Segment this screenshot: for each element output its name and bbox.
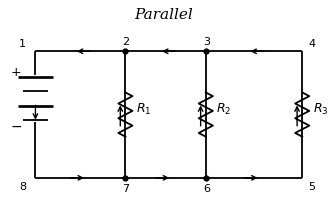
Text: $R_1$: $R_1$	[136, 101, 152, 116]
Text: $R_3$: $R_3$	[313, 101, 328, 116]
Text: +: +	[11, 65, 21, 79]
Text: 3: 3	[203, 37, 210, 47]
Text: 6: 6	[203, 183, 210, 193]
Text: $R_2$: $R_2$	[216, 101, 232, 116]
Text: 5: 5	[308, 181, 315, 191]
Text: Parallel: Parallel	[134, 8, 194, 22]
Text: 1: 1	[19, 39, 26, 49]
Text: 7: 7	[122, 183, 130, 193]
Text: −: −	[10, 119, 22, 133]
Text: 8: 8	[19, 181, 26, 191]
Text: 2: 2	[122, 37, 130, 47]
Text: 4: 4	[308, 39, 316, 49]
